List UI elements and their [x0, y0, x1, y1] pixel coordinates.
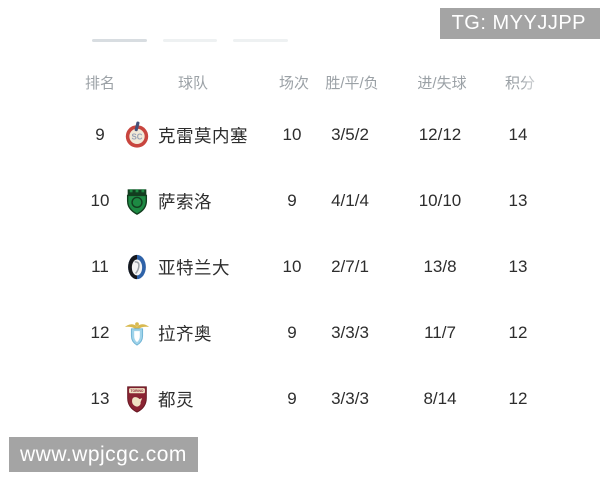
header-team: 球队: [177, 74, 208, 92]
site-watermark-badge: www.wpjcgc.com: [9, 437, 198, 472]
table-header-row: 排名 球队 场次 胜/平/负 进/失球 积分: [0, 62, 600, 102]
standings-table: 排名 球队 场次 胜/平/负 进/失球 积分 9 SC 克雷莫内塞 10 3/5…: [0, 62, 600, 432]
header-goals: 进/失球: [417, 74, 467, 92]
played-cell: 9: [287, 389, 297, 408]
win-draw-loss-cell: 3/5/2: [331, 125, 369, 144]
team-logo-atalanta-icon: [122, 253, 152, 281]
atalanta-crest-icon: [128, 254, 146, 280]
table-row[interactable]: 9 SC 克雷莫内塞 10 3/5/2 12/12 14: [0, 102, 600, 168]
team-logo-cremonese-icon: SC: [122, 121, 152, 149]
rank-cell: 9: [95, 125, 105, 144]
goals-cell: 11/7: [424, 323, 456, 342]
lazio-crest-icon: [124, 322, 150, 346]
win-draw-loss-cell: 4/1/4: [331, 191, 369, 210]
rank-cell: 10: [90, 191, 110, 210]
header-played: 场次: [278, 74, 309, 92]
team-logo-lazio-icon: [122, 319, 152, 347]
points-cell: 13: [508, 191, 528, 210]
played-cell: 9: [287, 191, 297, 210]
goals-cell: 8/14: [423, 389, 457, 408]
tab-underline-2: [163, 39, 217, 42]
goals-cell: 13/8: [423, 257, 457, 276]
win-draw-loss-cell: 3/3/3: [331, 323, 369, 342]
team-name-cell: 萨索洛: [158, 191, 212, 212]
svg-text:SC: SC: [131, 133, 142, 142]
table-body: 9 SC 克雷莫内塞 10 3/5/2 12/12 14 10 萨索洛 9 4/…: [0, 102, 600, 432]
played-cell: 9: [287, 323, 297, 342]
win-draw-loss-cell: 3/3/3: [331, 389, 369, 408]
telegram-watermark-badge: TG: MYYJJPP: [439, 8, 600, 39]
rank-cell: 12: [90, 323, 110, 342]
points-cell: 13: [508, 257, 528, 276]
table-row[interactable]: 12 拉齐奥 9 3/3/3 11/7 12: [0, 300, 600, 366]
svg-text:TORINO: TORINO: [130, 389, 143, 393]
team-name-cell: 都灵: [158, 389, 194, 410]
sassuolo-crest-icon: [126, 189, 148, 215]
header-win-draw-loss: 胜/平/负: [325, 74, 379, 92]
rank-cell: 11: [91, 257, 109, 276]
cremonese-crest-icon: SC: [125, 121, 149, 148]
played-cell: 10: [282, 125, 302, 144]
header-rank: 排名: [84, 74, 115, 92]
points-cell: 12: [508, 389, 528, 408]
team-logo-torino-icon: TORINO: [122, 385, 152, 413]
points-cell: 12: [508, 323, 528, 342]
points-cell: 14: [508, 125, 528, 144]
goals-cell: 12/12: [418, 125, 462, 144]
played-cell: 10: [282, 257, 302, 276]
table-row[interactable]: 10 萨索洛 9 4/1/4 10/10 13: [0, 168, 600, 234]
team-name-cell: 亚特兰大: [158, 257, 230, 278]
tab-underline-1: [92, 39, 147, 42]
tab-underline-3: [233, 39, 288, 42]
team-name-cell: 拉齐奥: [158, 323, 212, 344]
torino-crest-icon: TORINO: [127, 386, 147, 413]
win-draw-loss-cell: 2/7/1: [331, 257, 369, 276]
table-row[interactable]: 13 TORINO 都灵 9 3/3/3 8/14 12: [0, 366, 600, 432]
rank-cell: 13: [90, 389, 110, 408]
team-name-cell: 克雷莫内塞: [158, 125, 248, 146]
goals-cell: 10/10: [418, 191, 462, 210]
table-row[interactable]: 11 亚特兰大 10 2/7/1 13/8 13: [0, 234, 600, 300]
team-logo-sassuolo-icon: [122, 187, 152, 215]
header-points: 积分: [504, 74, 535, 92]
